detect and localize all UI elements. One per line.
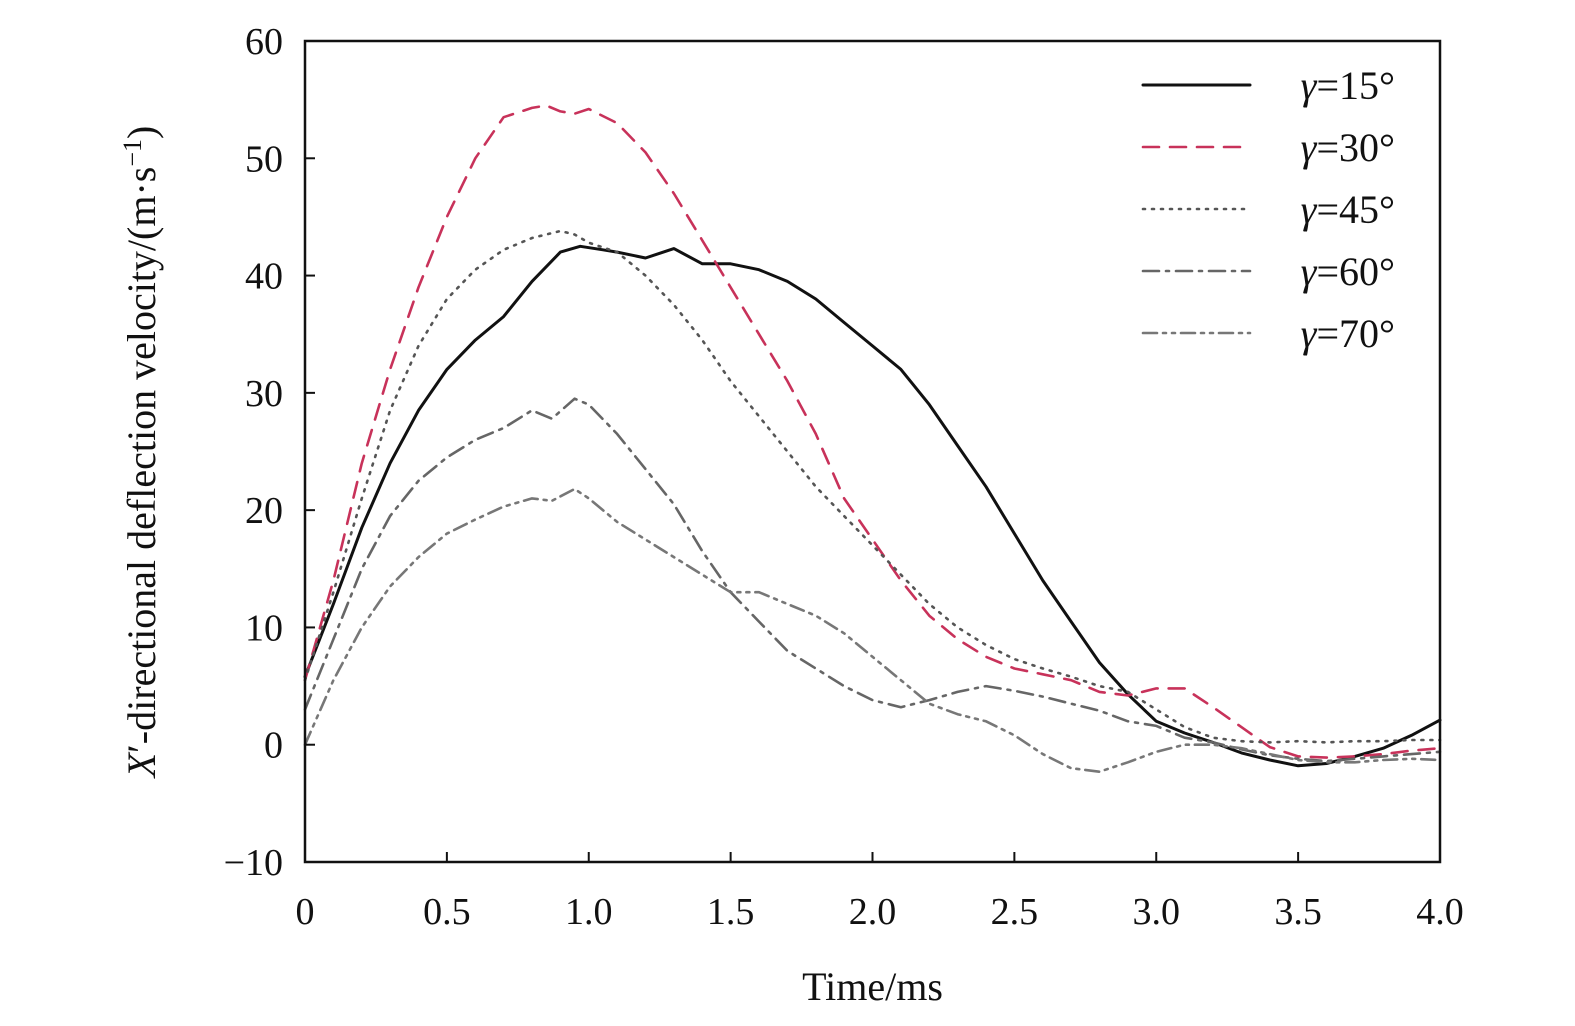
series-layer: [303, 104, 1442, 773]
y-tick-label: 30: [245, 373, 283, 415]
y-tick-label: 0: [264, 725, 283, 767]
x-tick-label: 4.0: [1416, 891, 1464, 933]
x-axis-label: Time/ms: [802, 964, 943, 1009]
y-tick-label: −10: [224, 842, 283, 884]
y-tick-label: 40: [245, 256, 283, 298]
x-tick-label: 2.0: [849, 891, 897, 933]
x-tick-label: 2.5: [991, 891, 1039, 933]
series-line-1: [303, 244, 1442, 768]
y-axis-label-close: ): [119, 126, 164, 139]
legend-label-1: γ=15°: [1301, 63, 1395, 108]
y-tick-label: 10: [245, 607, 283, 649]
x-tick-label: 0.5: [423, 891, 471, 933]
y-axis-label: X′-directional deflection velocity/(m·s−…: [118, 126, 164, 780]
y-tick-label: 50: [245, 138, 283, 180]
legend-label-2: γ=30°: [1301, 125, 1395, 170]
series-line-3: [303, 229, 1442, 744]
series-line-2: [303, 104, 1442, 759]
y-tick-label: 20: [245, 490, 283, 532]
x-tick-label: 1.5: [707, 891, 755, 933]
y-axis-label-text: -directional deflection velocity/(m·s: [119, 167, 164, 745]
series-line-5: [303, 487, 1442, 773]
x-tick-label: 3.5: [1274, 891, 1322, 933]
x-tick-label: 1.0: [565, 891, 613, 933]
legend-label-5: γ=70°: [1301, 311, 1395, 356]
legend: γ=15° γ=30° γ=45° γ=60° γ=70°: [1141, 63, 1395, 356]
legend-label-4: γ=60°: [1301, 249, 1395, 294]
series-line-4: [303, 397, 1442, 763]
x-tick-label: 3.0: [1133, 891, 1181, 933]
y-tick-label: 60: [245, 21, 283, 63]
y-axis-label-symbol: X: [119, 751, 164, 779]
ticks-layer: 0 0.5 1.0 1.5 2.0 2.5 3.0 3.5 4.0 −10 0 10 20 30 40 50 6…: [224, 21, 1464, 933]
x-tick-label: 0: [296, 891, 315, 933]
y-axis-label-exponent: −1: [118, 139, 147, 167]
y-axis-label-prime: ′: [119, 744, 164, 753]
legend-label-3: γ=45°: [1301, 187, 1395, 232]
plot-frame: [303, 39, 1442, 864]
